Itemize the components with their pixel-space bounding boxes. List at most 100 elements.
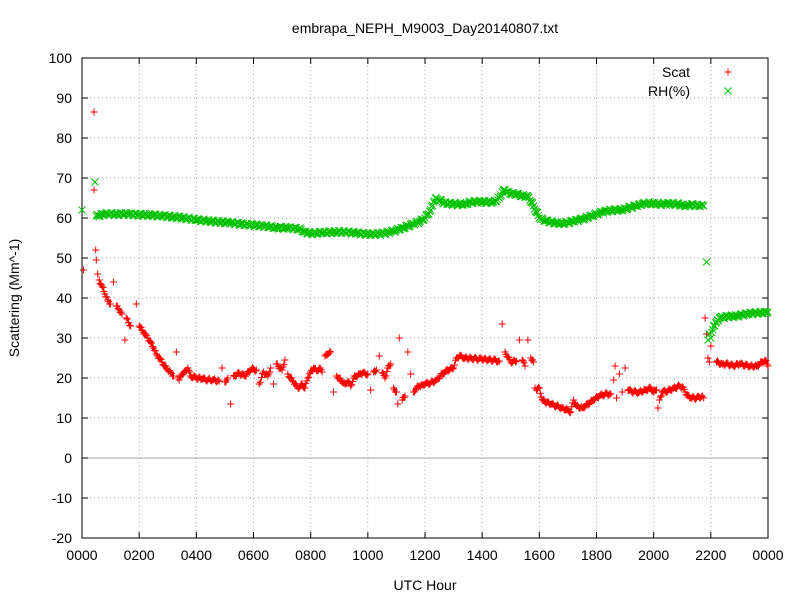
data-point — [656, 393, 664, 401]
data-point — [99, 283, 107, 291]
x-tick-label: 0800 — [295, 547, 326, 563]
x-tick-label: 1400 — [467, 547, 498, 563]
data-point — [530, 358, 538, 366]
data-point — [699, 202, 708, 210]
data-point — [621, 364, 629, 372]
data-point — [392, 388, 400, 396]
data-point — [707, 342, 715, 350]
y-tick-label: -20 — [52, 530, 72, 546]
data-point — [395, 334, 403, 342]
data-point — [304, 374, 312, 382]
y-tick-label: 30 — [56, 330, 72, 346]
data-point — [580, 404, 588, 412]
data-point — [512, 357, 520, 365]
data-point — [618, 388, 626, 396]
data-point — [95, 276, 103, 284]
y-axis-tick-labels: -20 -10 0 10 20 30 40 50 60 70 80 90 100 — [49, 50, 73, 546]
data-point — [611, 362, 619, 370]
data-point — [520, 359, 528, 367]
data-point — [705, 358, 713, 366]
data-point — [521, 362, 529, 370]
data-point — [123, 315, 131, 323]
data-point — [132, 300, 140, 308]
data-point — [303, 377, 311, 385]
data-point — [387, 360, 395, 368]
data-point — [567, 408, 575, 416]
data-point — [762, 357, 770, 365]
data-point — [270, 380, 278, 388]
data-point — [255, 380, 263, 388]
x-tick-label: 0000 — [66, 547, 97, 563]
data-point — [512, 358, 520, 366]
data-point — [526, 198, 535, 206]
data-point — [652, 387, 660, 395]
data-point — [704, 354, 712, 362]
data-point — [364, 370, 372, 378]
data-point — [411, 388, 419, 396]
y-axis-title: Scattering (Mm^-1) — [6, 239, 22, 358]
data-point — [367, 386, 375, 394]
data-point — [515, 336, 523, 344]
data-point — [151, 347, 159, 355]
data-point — [383, 367, 391, 375]
data-point — [534, 383, 542, 391]
x-axis-title: UTC Hour — [393, 577, 456, 593]
chart-title: embrapa_NEPH_M9003_Day20140807.txt — [292, 20, 558, 36]
data-point — [104, 296, 112, 304]
data-point — [764, 308, 772, 316]
y-tick-label: 80 — [56, 130, 72, 146]
data-point — [175, 376, 183, 384]
y-tick-label: 20 — [56, 370, 72, 386]
data-point — [761, 356, 769, 364]
data-point — [252, 366, 260, 374]
data-point — [498, 320, 506, 328]
axis-ticks — [81, 57, 769, 539]
data-point — [653, 386, 661, 394]
data-point — [92, 246, 100, 254]
data-point — [372, 366, 380, 374]
data-point — [224, 374, 232, 382]
data-point — [218, 364, 226, 372]
legend-marker-rh — [724, 87, 732, 95]
data-point — [142, 330, 150, 338]
data-point — [363, 371, 371, 379]
data-point — [266, 368, 274, 376]
data-point — [91, 178, 99, 186]
data-point — [519, 357, 527, 365]
data-point — [121, 336, 129, 344]
x-tick-label: 2000 — [638, 547, 669, 563]
data-point — [289, 377, 297, 385]
data-point — [186, 368, 194, 376]
data-point — [94, 270, 102, 278]
data-point — [318, 368, 326, 376]
y-tick-label: -10 — [52, 490, 72, 506]
x-axis-tick-labels: 0000 0200 0400 0600 0800 1000 1200 1400 1600 1800… — [66, 547, 783, 563]
data-point — [702, 258, 711, 266]
data-point — [495, 357, 503, 365]
data-point — [451, 361, 459, 369]
data-point — [697, 201, 706, 209]
data-point — [301, 384, 309, 392]
data-point — [657, 392, 665, 400]
data-point — [172, 348, 180, 356]
y-tick-label: 0 — [64, 450, 72, 466]
x-tick-label: 1600 — [524, 547, 555, 563]
data-point — [536, 389, 544, 397]
data-point — [267, 364, 275, 372]
series-rh — [78, 178, 772, 344]
y-tick-label: 70 — [56, 170, 72, 186]
y-tick-label: 100 — [49, 50, 73, 66]
data-point — [404, 348, 412, 356]
data-point — [615, 370, 623, 378]
data-point — [127, 322, 135, 330]
data-point — [450, 364, 458, 372]
x-tick-label: 2200 — [695, 547, 726, 563]
x-tick-label: 1800 — [581, 547, 612, 563]
data-point — [192, 216, 201, 224]
y-tick-label: 90 — [56, 90, 72, 106]
data-point — [327, 348, 335, 356]
data-point — [382, 372, 390, 380]
